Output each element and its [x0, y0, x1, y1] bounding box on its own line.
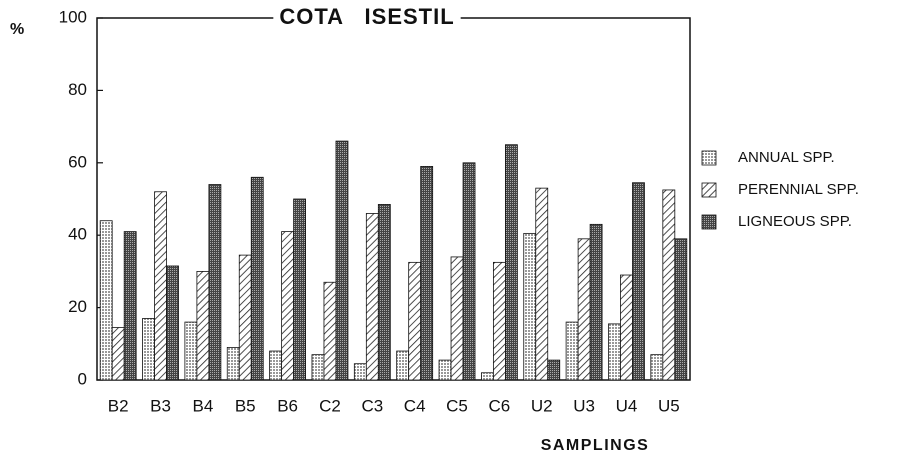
bar: [238, 254, 252, 381]
x-tick-label: B5: [235, 396, 256, 415]
bar: [208, 184, 222, 381]
bar: [365, 213, 379, 381]
y-tick-label: 20: [68, 297, 87, 316]
bar: [492, 261, 506, 381]
bar: [142, 318, 155, 381]
y-tick-label: 0: [78, 369, 87, 388]
x-tick-label: C2: [319, 396, 341, 415]
bar: [250, 176, 264, 381]
x-tick-label: U4: [616, 396, 638, 415]
bar: [226, 347, 240, 381]
x-tick-label: B3: [150, 396, 171, 415]
bar: [565, 321, 579, 381]
bar: [547, 359, 561, 381]
title-background: [273, 15, 461, 21]
x-tick-label: C6: [489, 396, 511, 415]
y-tick-label: 40: [68, 225, 87, 244]
x-tick-label: B6: [277, 396, 298, 415]
bar: [674, 238, 688, 381]
bar: [420, 166, 434, 381]
bar: [504, 144, 518, 381]
bar: [632, 182, 645, 381]
x-tick-label: B2: [108, 396, 129, 415]
bar: [335, 140, 349, 381]
bar: [281, 231, 295, 381]
bar: [408, 261, 422, 381]
legend-label: PERENNIAL SPP.: [738, 181, 859, 198]
bar: [154, 191, 167, 381]
bar: [462, 162, 476, 381]
bar: [480, 372, 494, 381]
bar: [650, 354, 664, 381]
x-tick-label: C4: [404, 396, 426, 415]
x-axis-label: SAMPLINGS: [541, 437, 650, 454]
chart-title: COTA ISESTIL: [279, 4, 454, 29]
y-axis-label: %: [10, 21, 26, 38]
bar: [523, 232, 537, 381]
bar: [450, 256, 464, 381]
bar: [184, 321, 198, 381]
bar: [111, 327, 125, 381]
bar: [377, 204, 391, 381]
bar: [608, 323, 621, 381]
bar: [535, 187, 549, 381]
x-tick-label: B4: [192, 396, 213, 415]
legend-swatch: [701, 150, 717, 166]
bar: [293, 198, 307, 381]
y-tick-label: 100: [59, 7, 87, 26]
x-tick-label: C3: [361, 396, 383, 415]
bar: [323, 281, 337, 381]
bar: [269, 350, 283, 381]
legend-label: ANNUAL SPP.: [738, 149, 835, 166]
legend-swatch: [701, 182, 717, 198]
x-tick-label: U3: [573, 396, 595, 415]
bar: [620, 274, 633, 381]
bar: [438, 359, 452, 381]
bar: [196, 270, 210, 381]
legend-label: LIGNEOUS SPP.: [738, 213, 852, 230]
x-tick-label: C5: [446, 396, 468, 415]
bar: [589, 223, 603, 381]
bar: [353, 363, 367, 381]
bar: [166, 265, 179, 381]
bar: [123, 231, 137, 381]
bar: [311, 354, 325, 381]
y-tick-label: 60: [68, 152, 87, 171]
bar: [577, 238, 591, 381]
bar: [99, 220, 113, 381]
x-tick-label: U2: [531, 396, 553, 415]
x-tick-label: U5: [658, 396, 680, 415]
bar: [396, 350, 410, 381]
legend-swatch: [701, 214, 717, 230]
y-tick-label: 80: [68, 80, 87, 99]
bar: [662, 189, 676, 381]
